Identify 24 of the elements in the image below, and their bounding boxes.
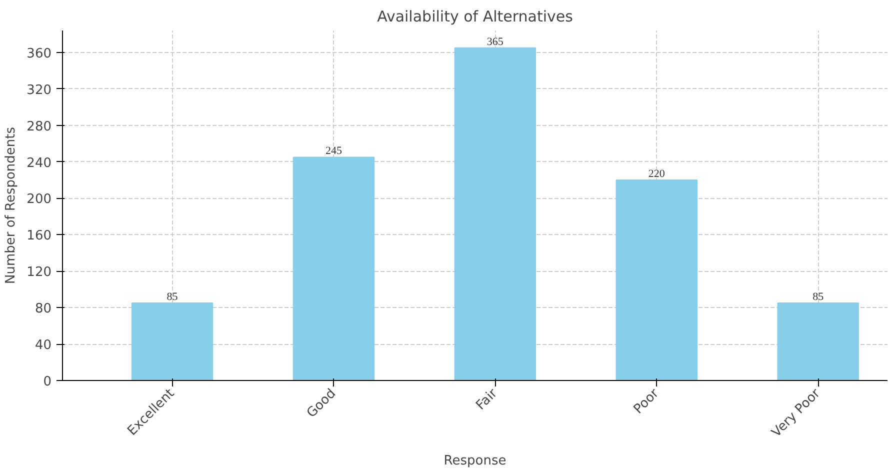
data-label: 85 [812,291,824,304]
bar [292,156,375,380]
y-tick-label: 160 [26,228,52,244]
y-tick-label: 120 [26,265,52,280]
data-label: 245 [325,145,342,158]
y-tick-label: 360 [26,46,52,62]
y-tick-label: 200 [26,192,52,208]
bar [131,302,214,380]
x-tick-label: Fair [473,386,501,414]
data-label: 85 [166,291,178,304]
y-tick-label: 280 [26,119,52,134]
chart-title: Availability of Alternatives [377,8,574,26]
bar [777,302,859,380]
x-axis-title: Response [444,454,506,469]
y-tick-label: 80 [34,302,52,317]
data-label: 220 [648,168,666,180]
y-tick-label: 40 [34,338,52,354]
y-axis-title: Number of Respondents [4,126,19,284]
data-label: 365 [486,36,504,48]
bar [454,47,536,380]
bar [616,179,698,380]
y-tick-label: 320 [26,82,52,98]
y-tick-label: 0 [43,374,52,390]
y-tick-label: 240 [26,156,52,171]
